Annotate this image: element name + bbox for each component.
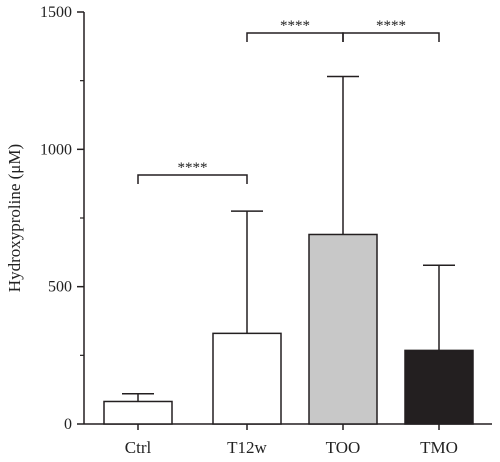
bar (308, 233, 378, 425)
y-tick-label: 500 (48, 279, 72, 296)
y-tick-label: 1500 (40, 4, 72, 21)
y-tick-label: 1000 (40, 141, 72, 158)
significance-bracket (342, 32, 440, 42)
significance-label: **** (376, 18, 406, 34)
significance-label: **** (280, 18, 310, 34)
bar (404, 349, 474, 425)
significance-bracket (137, 174, 248, 184)
y-tick-label: 0 (64, 416, 72, 433)
significance-label: **** (178, 160, 208, 176)
bars (103, 233, 474, 425)
x-axis: Ctrl T12w TOO TMO (84, 423, 492, 457)
x-tick-label: TOO (326, 438, 361, 457)
bar (212, 332, 282, 425)
y-axis-label: Hydroxyproline (μM) (5, 144, 24, 292)
bar (103, 400, 173, 425)
error-bars (122, 75, 455, 402)
x-tick-label: TMO (420, 438, 458, 457)
x-tick-label: T12w (227, 438, 267, 457)
significance-brackets: **** **** **** (137, 18, 440, 184)
significance-bracket (246, 32, 344, 42)
x-tick-label: Ctrl (125, 438, 152, 457)
y-axis: 0 500 1000 1500 (40, 4, 85, 433)
